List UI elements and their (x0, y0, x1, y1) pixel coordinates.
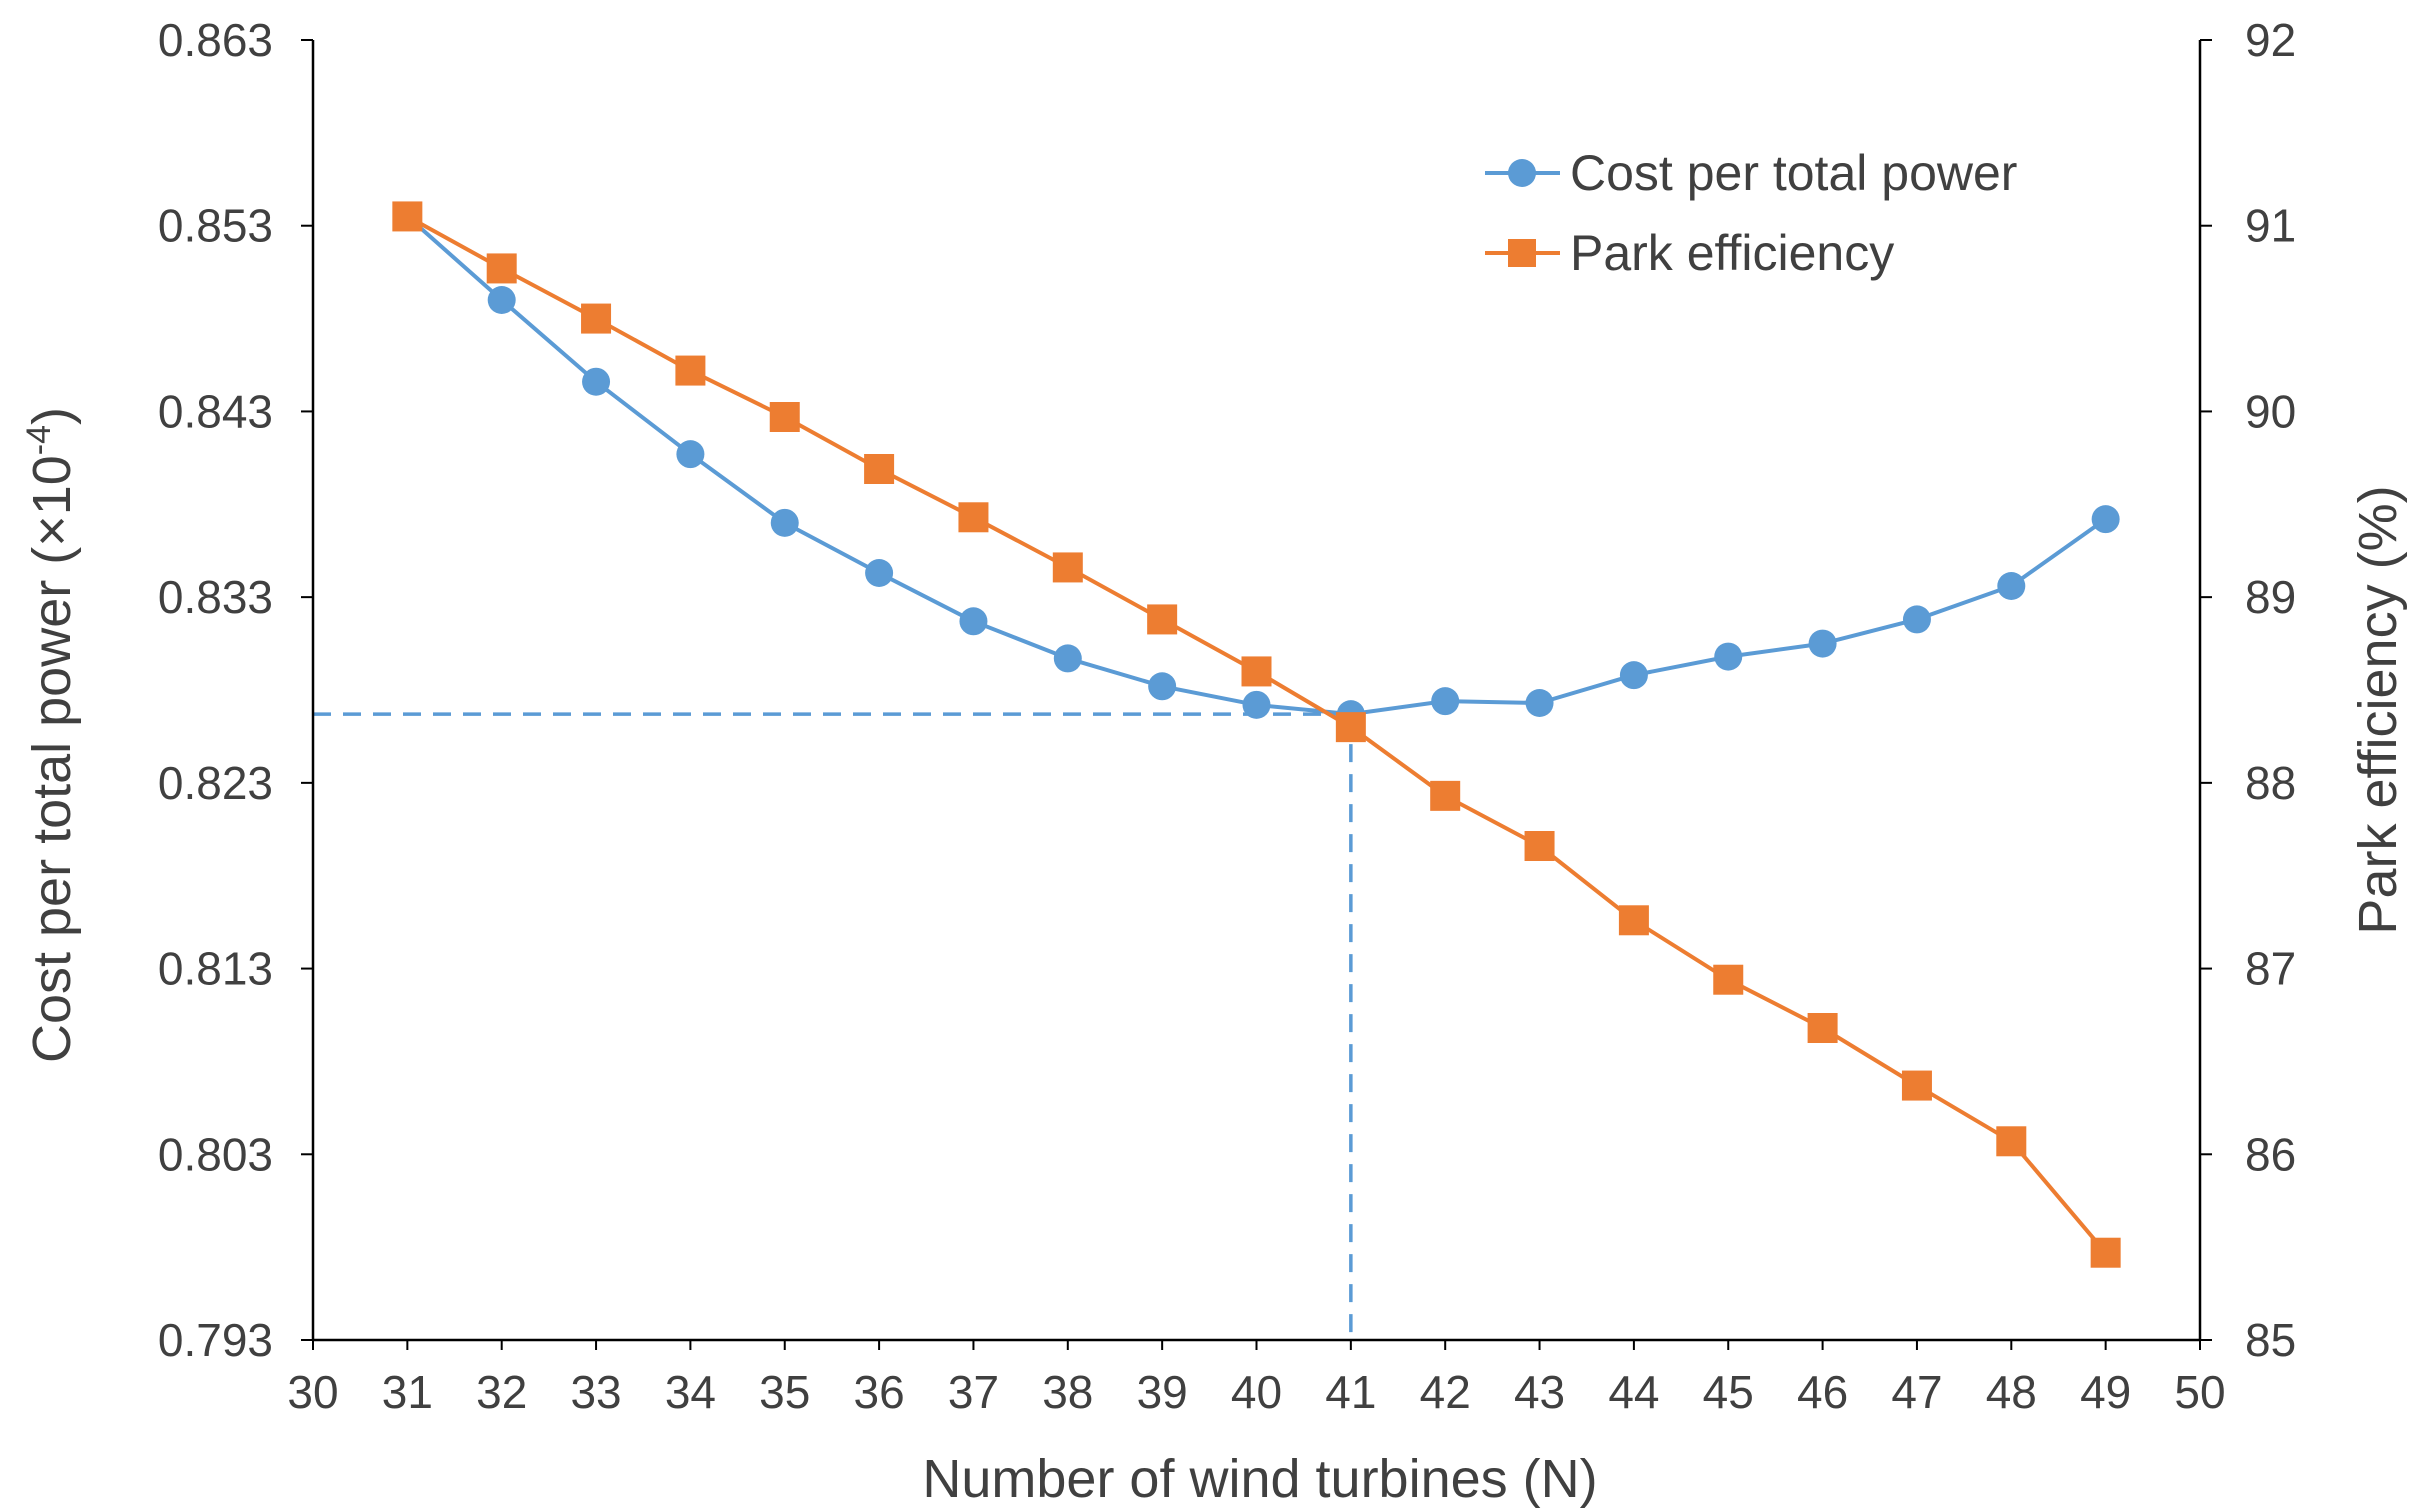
data-point-cost (770, 508, 799, 537)
y-left-tick-label: 0.833 (158, 571, 273, 623)
data-point-cost (1714, 642, 1743, 671)
series-layer (392, 201, 2121, 1268)
data-point-cost (1053, 644, 1082, 673)
axes-layer (301, 39, 2212, 1350)
y-right-tick-label: 86 (2245, 1128, 2296, 1180)
data-point-efficiency (1618, 905, 1649, 936)
x-tick-label: 34 (665, 1366, 716, 1418)
data-point-cost (1902, 605, 1931, 634)
data-point-cost (1808, 629, 1837, 658)
x-tick-label: 40 (1231, 1366, 1282, 1418)
x-tick-label: 45 (1703, 1366, 1754, 1418)
x-tick-label: 48 (1986, 1366, 2037, 1418)
data-point-efficiency (581, 303, 612, 334)
data-point-cost (1525, 689, 1554, 717)
x-tick-label: 30 (287, 1366, 338, 1418)
y-left-tick-label: 0.853 (158, 200, 273, 252)
legend: Cost per total power Park efficiency (1485, 145, 2017, 281)
x-tick-label: 32 (476, 1366, 527, 1418)
tick-labels: 30 31 32 33 34 35 36 37 38 39 40 41 42 43 44 45 46 47 48 49… (158, 14, 2296, 1418)
data-point-efficiency (675, 355, 706, 386)
y-axis-left-title-main: Cost per total power (×10 (22, 455, 82, 1063)
x-tick-label: 49 (2080, 1366, 2131, 1418)
data-point-cost (959, 607, 988, 636)
y-axis-left-title-exponent: -4 (20, 425, 58, 455)
x-tick-label: 47 (1891, 1366, 1942, 1418)
data-point-cost (1619, 661, 1648, 690)
series-line-cost (406, 214, 2107, 717)
x-tick-label: 37 (948, 1366, 999, 1418)
data-point-cost (865, 559, 894, 587)
data-point-efficiency (392, 201, 423, 232)
x-axis-title: Number of wind turbines (N) (922, 1449, 1597, 1509)
y-left-tick-label: 0.843 (158, 385, 273, 437)
legend-item-efficiency: Park efficiency (1485, 225, 1894, 281)
x-tick-label: 44 (1608, 1366, 1659, 1418)
legend-item-cost: Cost per total power (1485, 145, 2017, 201)
y-right-tick-label: 89 (2245, 571, 2296, 623)
data-point-cost (1997, 572, 2026, 600)
data-point-efficiency (864, 454, 895, 484)
legend-marker-cost (1508, 159, 1536, 187)
y-right-tick-label: 87 (2245, 943, 2296, 995)
y-left-tick-label: 0.803 (158, 1128, 273, 1180)
data-point-efficiency (1052, 552, 1083, 583)
data-point-cost (1431, 687, 1460, 716)
data-point-cost (2091, 505, 2120, 534)
y-right-tick-label: 85 (2245, 1314, 2296, 1366)
y-right-tick-label: 91 (2245, 200, 2296, 252)
data-point-cost (487, 286, 516, 314)
y-left-tick-label: 0.823 (158, 757, 273, 809)
y-axis-right-title: Park efficiency (%) (2348, 485, 2408, 934)
x-tick-label: 38 (1042, 1366, 1093, 1418)
legend-label-cost: Cost per total power (1570, 145, 2017, 201)
legend-marker-efficiency (1508, 239, 1536, 267)
x-tick-label: 42 (1420, 1366, 1471, 1418)
y-axis-left-title: Cost per total power (×10-4) (20, 407, 82, 1063)
x-tick-label: 31 (382, 1366, 433, 1418)
data-point-efficiency (1430, 780, 1461, 811)
y-right-tick-label: 88 (2245, 757, 2296, 809)
data-point-cost (1148, 672, 1177, 701)
y-axis-left-title-close: ) (22, 407, 82, 425)
x-tick-label: 33 (570, 1366, 621, 1418)
x-tick-label: 36 (854, 1366, 905, 1418)
data-point-efficiency (1335, 712, 1366, 743)
x-tick-label: 41 (1325, 1366, 1376, 1418)
legend-label-efficiency: Park efficiency (1570, 225, 1894, 281)
data-point-efficiency (2090, 1237, 2121, 1268)
x-tick-label: 35 (759, 1366, 810, 1418)
data-point-efficiency (1147, 604, 1178, 635)
x-tick-label: 39 (1137, 1366, 1188, 1418)
data-point-efficiency (1713, 964, 1744, 995)
y-left-tick-label: 0.813 (158, 943, 273, 995)
data-point-efficiency (1524, 831, 1555, 861)
data-point-efficiency (1241, 656, 1272, 687)
x-tick-label: 43 (1514, 1366, 1565, 1418)
y-right-tick-label: 92 (2245, 14, 2296, 66)
x-tick-label: 46 (1797, 1366, 1848, 1418)
y-right-tick-label: 90 (2245, 385, 2296, 437)
data-point-cost (1242, 690, 1271, 719)
data-point-cost (676, 440, 705, 469)
data-point-efficiency (486, 253, 517, 284)
data-point-cost (582, 367, 611, 396)
y-left-tick-label: 0.863 (158, 14, 273, 66)
reference-lines (313, 712, 1353, 1340)
data-point-efficiency (769, 402, 800, 432)
data-point-efficiency (958, 502, 989, 533)
data-point-efficiency (1996, 1126, 2027, 1157)
x-tick-label: 50 (2174, 1366, 2225, 1418)
series-line-efficiency (406, 214, 2108, 1254)
data-point-efficiency (1901, 1070, 1932, 1101)
y-left-tick-label: 0.793 (158, 1314, 273, 1366)
data-point-efficiency (1807, 1013, 1838, 1043)
